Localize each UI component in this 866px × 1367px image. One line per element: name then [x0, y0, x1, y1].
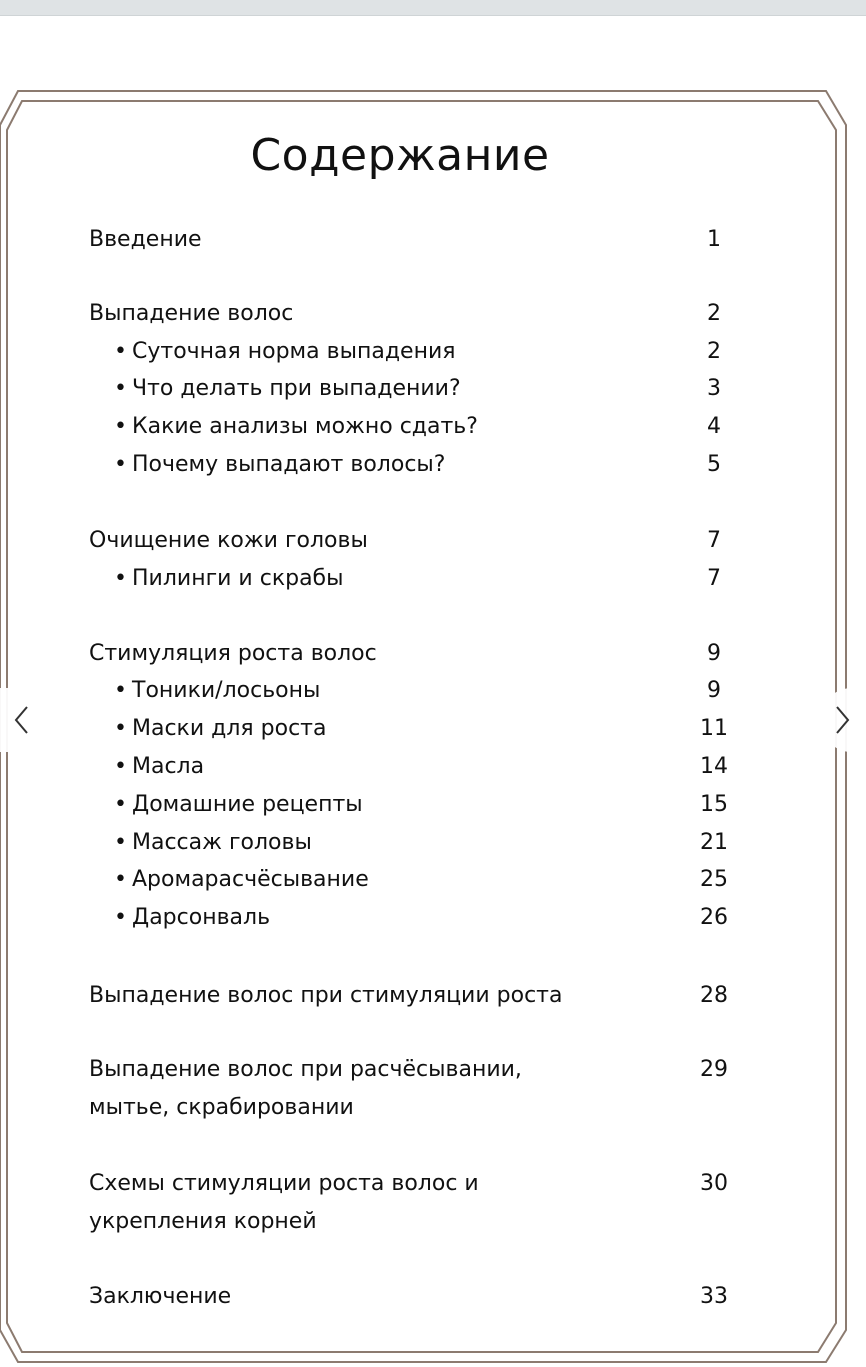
bullet: • [114, 792, 127, 817]
toc-entry-label: Заключение [89, 1284, 232, 1309]
toc-entry-label: Схемы стимуляции роста волос и [89, 1171, 479, 1196]
bullet: • [114, 830, 127, 855]
toc-entry-label: Что делать при выпадении? [132, 376, 461, 401]
toc-entry-page: 33 [700, 1284, 728, 1309]
toc-entry-label: Дарсонваль [132, 905, 271, 930]
toc-entry[interactable]: • Массаж головы 21 [0, 826, 846, 860]
toc-entry[interactable]: • Пилинги и скрабы 7 [0, 562, 846, 596]
toc-entry[interactable]: Введение 1 [0, 223, 846, 257]
toc-entry[interactable]: • Дарсонваль 26 [0, 901, 846, 935]
toc-entry-label: Введение [89, 227, 202, 252]
toc-entry-page: 7 [707, 566, 721, 591]
toc-entry-label: Пилинги и скрабы [132, 566, 344, 591]
bullet: • [114, 754, 127, 779]
toc-entry-label: Аромарасчёсывание [132, 867, 369, 892]
toc-entry[interactable]: Выпадение волос при расчёсывании, 29 [0, 1053, 846, 1087]
toc-entry[interactable]: • Тоники/лосьоны 9 [0, 674, 846, 708]
toc-entry-label: Выпадение волос при расчёсывании, [89, 1057, 522, 1082]
bullet: • [114, 414, 127, 439]
toc-entry-label: Очищение кожи головы [89, 528, 368, 553]
toc-entry-page: 28 [700, 983, 728, 1008]
toc-entry-page: 9 [707, 678, 721, 703]
toc-entry-label: укрепления корней [89, 1209, 317, 1234]
bullet: • [114, 716, 127, 741]
toc-entry[interactable]: • Суточная норма выпадения 2 [0, 335, 846, 369]
toc-entry-page: 30 [700, 1171, 728, 1196]
chevron-left-icon [14, 706, 28, 734]
page-title: Содержание [250, 130, 550, 181]
bullet: • [114, 867, 127, 892]
toc-entry-page: 2 [707, 301, 721, 326]
next-page-button[interactable] [820, 688, 864, 752]
toc-entry-label: Домашние рецепты [132, 792, 363, 817]
chevron-right-icon [836, 706, 850, 734]
toc-entry-label: мытье, скрабировании [89, 1095, 354, 1120]
toc-entry[interactable]: Очищение кожи головы 7 [0, 524, 846, 558]
toc-entry-label: Почему выпадают волосы? [132, 452, 446, 477]
top-bar [0, 0, 866, 16]
toc-entry[interactable]: • Что делать при выпадении? 3 [0, 372, 846, 406]
toc-entry[interactable]: Схемы стимуляции роста волос и 30 [0, 1167, 846, 1201]
toc-entry-label: Выпадение волос [89, 301, 294, 326]
toc-entry[interactable]: • Масла 14 [0, 750, 846, 784]
toc-entry-page: 15 [700, 792, 728, 817]
toc-entry-page: 4 [707, 414, 721, 439]
bullet: • [114, 905, 127, 930]
frame-outer [0, 90, 847, 1363]
toc-entry[interactable]: Заключение 33 [0, 1280, 846, 1314]
bullet: • [114, 566, 127, 591]
toc-entry-page: 11 [700, 716, 728, 741]
toc-entry-label: Маски для роста [132, 716, 327, 741]
toc-entry[interactable]: мытье, скрабировании [0, 1091, 846, 1125]
toc-entry-page: 1 [707, 227, 721, 252]
toc-entry-page: 2 [707, 339, 721, 364]
toc-entry-page: 29 [700, 1057, 728, 1082]
toc-entry[interactable]: Выпадение волос 2 [0, 297, 846, 331]
bullet: • [114, 452, 127, 477]
toc-entry-label: Масла [132, 754, 205, 779]
toc-entry-label: Какие анализы можно сдать? [132, 414, 478, 439]
toc-entry-label: Тоники/лосьоны [132, 678, 321, 703]
frame-inner [6, 100, 837, 1353]
toc-entry-page: 7 [707, 528, 721, 553]
toc-entry[interactable]: • Какие анализы можно сдать? 4 [0, 410, 846, 444]
toc-entry-label: Суточная норма выпадения [132, 339, 456, 364]
toc-entry[interactable]: • Почему выпадают волосы? 5 [0, 448, 846, 482]
toc-entry-label: Массаж головы [132, 830, 312, 855]
toc-entry-page: 9 [707, 641, 721, 666]
toc-entry-page: 21 [700, 830, 728, 855]
bullet: • [114, 339, 127, 364]
toc-entry-label: Стимуляция роста волос [89, 641, 377, 666]
toc-entry[interactable]: Выпадение волос при стимуляции роста 28 [0, 979, 846, 1013]
bullet: • [114, 376, 127, 401]
toc-entry-page: 14 [700, 754, 728, 779]
toc-entry-page: 26 [700, 905, 728, 930]
toc-entry[interactable]: • Домашние рецепты 15 [0, 788, 846, 822]
toc-entry-label: Выпадение волос при стимуляции роста [89, 983, 563, 1008]
toc-entry[interactable]: укрепления корней [0, 1205, 846, 1239]
toc-entry[interactable]: • Аромарасчёсывание 25 [0, 863, 846, 897]
toc-entry-page: 3 [707, 376, 721, 401]
bullet: • [114, 678, 127, 703]
toc-entry[interactable]: • Маски для роста 11 [0, 712, 846, 746]
toc-entry-page: 5 [707, 452, 721, 477]
toc-entry-page: 25 [700, 867, 728, 892]
toc-entry[interactable]: Стимуляция роста волос 9 [0, 637, 846, 671]
